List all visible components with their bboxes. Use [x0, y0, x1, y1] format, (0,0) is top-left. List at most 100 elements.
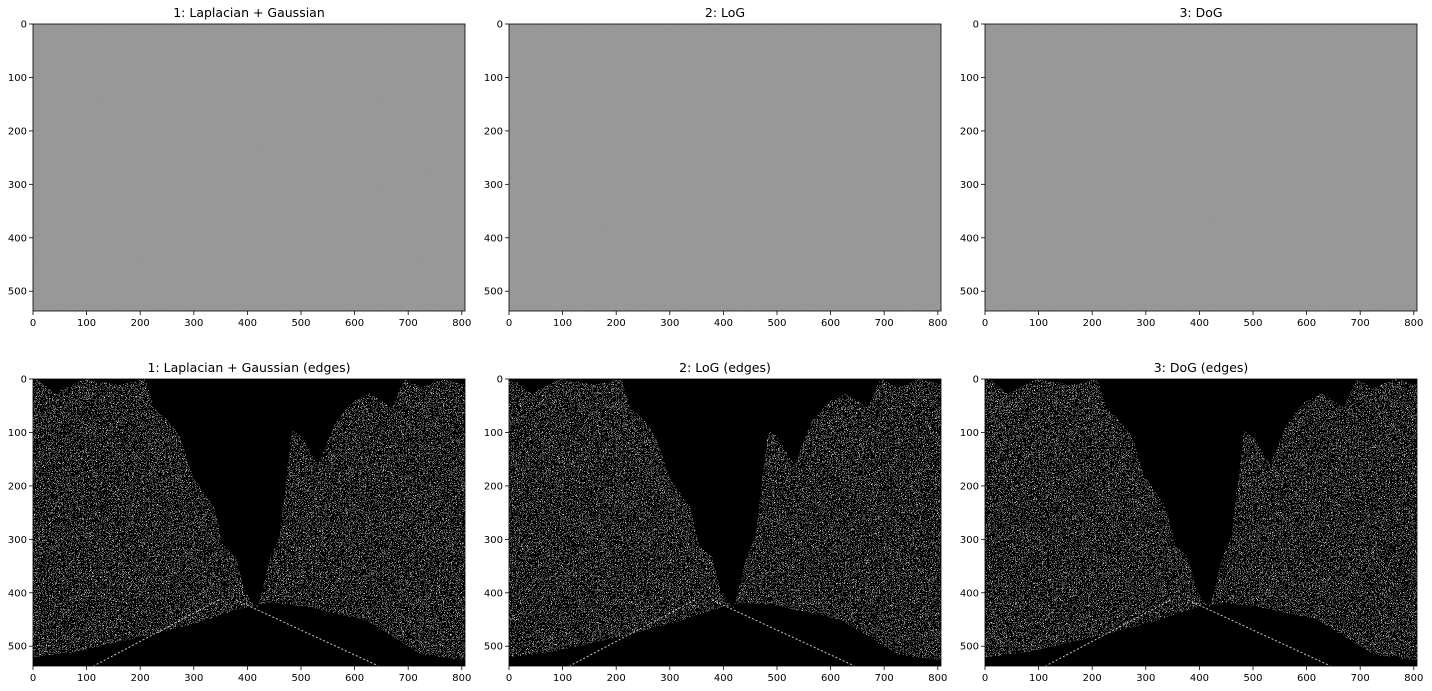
x-axis: 0 100 200 300 400 500 600 700 800	[506, 666, 947, 684]
y-tick-label: 100	[8, 73, 27, 84]
panel-image	[509, 379, 941, 667]
x-tick-label: 700	[1351, 673, 1370, 684]
y-tick-label: 300	[484, 180, 503, 191]
x-tick-label: 400	[1190, 673, 1209, 684]
x-tick-label: 0	[506, 673, 512, 684]
panel-2: 2: LoG 0 100 200 300 400 500 600 700 800 0 100 200 30…	[484, 5, 947, 329]
y-tick-label: 100	[8, 428, 27, 439]
y-axis: 0 100 200 300 400 500	[960, 375, 985, 653]
x-tick-label: 800	[1404, 318, 1423, 329]
x-axis: 0 100 200 300 400 500 600 700 800	[982, 666, 1423, 684]
y-tick-label: 200	[960, 126, 979, 137]
y-tick-label: 0	[21, 20, 27, 31]
y-tick-label: 0	[497, 375, 503, 386]
x-tick-label: 800	[928, 318, 947, 329]
panel-image	[509, 24, 941, 311]
x-tick-label: 100	[553, 673, 572, 684]
x-tick-label: 400	[714, 673, 733, 684]
x-tick-label: 200	[1083, 318, 1102, 329]
y-tick-label: 0	[973, 20, 979, 31]
x-tick-label: 100	[77, 673, 96, 684]
x-axis: 0 100 200 300 400 500 600 700 800	[30, 311, 471, 329]
y-tick-label: 500	[960, 642, 979, 653]
x-tick-label: 500	[767, 318, 786, 329]
y-tick-label: 400	[484, 588, 503, 599]
x-tick-label: 100	[77, 318, 96, 329]
x-tick-label: 200	[607, 318, 626, 329]
panel-image	[985, 379, 1417, 667]
y-tick-label: 400	[960, 233, 979, 244]
x-tick-label: 200	[607, 673, 626, 684]
x-tick-label: 0	[30, 673, 36, 684]
x-tick-label: 700	[875, 318, 894, 329]
x-tick-label: 400	[1190, 318, 1209, 329]
x-tick-label: 300	[660, 318, 679, 329]
y-tick-label: 100	[484, 73, 503, 84]
x-tick-label: 400	[238, 318, 257, 329]
x-tick-label: 400	[238, 673, 257, 684]
x-axis: 0 100 200 300 400 500 600 700 800	[506, 311, 947, 329]
panel-title: 3: DoG	[1179, 5, 1222, 20]
x-tick-label: 500	[1243, 673, 1262, 684]
x-tick-label: 0	[30, 318, 36, 329]
y-axis: 0 100 200 300 400 500	[8, 375, 33, 653]
panel-image	[33, 24, 465, 311]
y-tick-label: 300	[960, 180, 979, 191]
y-tick-label: 0	[497, 20, 503, 31]
panel-1: 1: Laplacian + Gaussian 0 100 200 300 400 500 6…	[8, 5, 471, 329]
y-tick-label: 500	[8, 287, 27, 298]
x-tick-label: 200	[131, 673, 150, 684]
x-tick-label: 600	[821, 673, 840, 684]
x-tick-label: 700	[399, 318, 418, 329]
panel-6: 3: DoG (edges)0 100 200 300 400 500 600 700 8000…	[960, 360, 1423, 684]
x-tick-label: 0	[982, 318, 988, 329]
y-tick-label: 300	[8, 180, 27, 191]
y-tick-label: 100	[484, 428, 503, 439]
y-tick-label: 0	[21, 375, 27, 386]
y-tick-label: 100	[960, 73, 979, 84]
y-tick-label: 500	[8, 642, 27, 653]
x-tick-label: 400	[714, 318, 733, 329]
x-tick-label: 100	[1029, 673, 1048, 684]
x-tick-label: 200	[131, 318, 150, 329]
panel-title: 2: LoG (edges)	[679, 360, 771, 375]
y-tick-label: 200	[484, 126, 503, 137]
x-tick-label: 500	[291, 318, 310, 329]
x-tick-label: 700	[875, 673, 894, 684]
y-tick-label: 500	[484, 642, 503, 653]
y-tick-label: 300	[960, 535, 979, 546]
y-tick-label: 0	[973, 375, 979, 386]
panel-title: 1: Laplacian + Gaussian	[173, 5, 325, 20]
x-tick-label: 700	[399, 673, 418, 684]
x-axis: 0 100 200 300 400 500 600 700 800	[30, 666, 471, 684]
panel-4: 1: Laplacian + Gaussian (edges) 0 100 200 30…	[8, 360, 471, 684]
y-tick-label: 200	[8, 481, 27, 492]
y-tick-label: 500	[960, 287, 979, 298]
x-tick-label: 600	[345, 318, 364, 329]
x-tick-label: 600	[1297, 318, 1316, 329]
x-tick-label: 700	[1351, 318, 1370, 329]
x-tick-label: 800	[1404, 673, 1423, 684]
x-tick-label: 600	[345, 673, 364, 684]
x-tick-label: 300	[1136, 318, 1155, 329]
x-tick-label: 600	[821, 318, 840, 329]
y-tick-label: 300	[484, 535, 503, 546]
y-tick-label: 400	[8, 233, 27, 244]
panel-title: 2: LoG	[705, 5, 745, 20]
panel-3: 3: DoG 0 100 200 300 400 500 600 700 800 0 100 200 30…	[960, 5, 1423, 329]
panel-image	[985, 24, 1417, 311]
x-tick-label: 800	[928, 673, 947, 684]
y-axis: 0 100 200 300 400 500	[484, 375, 509, 653]
y-tick-label: 400	[8, 588, 27, 599]
x-tick-label: 0	[506, 318, 512, 329]
y-tick-label: 300	[8, 535, 27, 546]
y-axis: 0 100 200 300 400 500	[484, 20, 509, 298]
y-tick-label: 200	[960, 481, 979, 492]
x-tick-label: 200	[1083, 673, 1102, 684]
x-tick-label: 300	[1136, 673, 1155, 684]
panel-title: 3: DoG (edges)	[1154, 360, 1249, 375]
x-tick-label: 100	[553, 318, 572, 329]
x-tick-label: 500	[767, 673, 786, 684]
x-tick-label: 300	[660, 673, 679, 684]
